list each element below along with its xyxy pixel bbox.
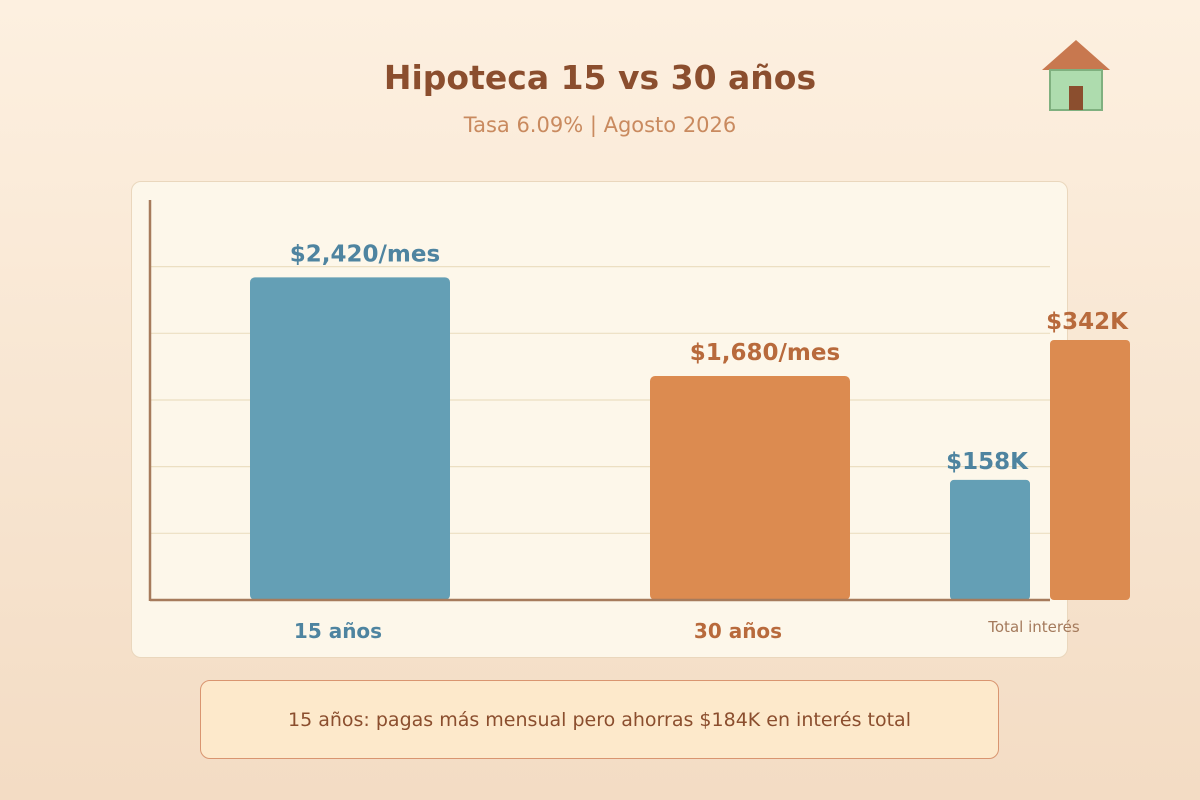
house-icon — [1042, 40, 1110, 111]
bar-interest-15 — [950, 479, 1030, 600]
data-label-monthly: $2,420/mes — [290, 241, 440, 267]
bar-interest-30 — [1050, 340, 1130, 600]
summary-note: 15 años: pagas más mensual pero ahorras … — [200, 680, 999, 759]
data-label-interest: $158K — [946, 449, 1029, 475]
chart-subtitle: Tasa 6.09% | Agosto 2026 — [463, 113, 737, 137]
bar-monthly-15 — [250, 277, 450, 600]
x-tick-label: 30 años — [694, 619, 782, 643]
data-label-monthly: $1,680/mes — [690, 340, 840, 366]
chart-title: Hipoteca 15 vs 30 años — [383, 58, 817, 97]
bar-monthly-30 — [650, 376, 850, 600]
data-label-interest: $342K — [1046, 309, 1129, 335]
x-tick-label: 15 años — [294, 619, 382, 643]
interest-group-label: Total interés — [987, 618, 1080, 636]
